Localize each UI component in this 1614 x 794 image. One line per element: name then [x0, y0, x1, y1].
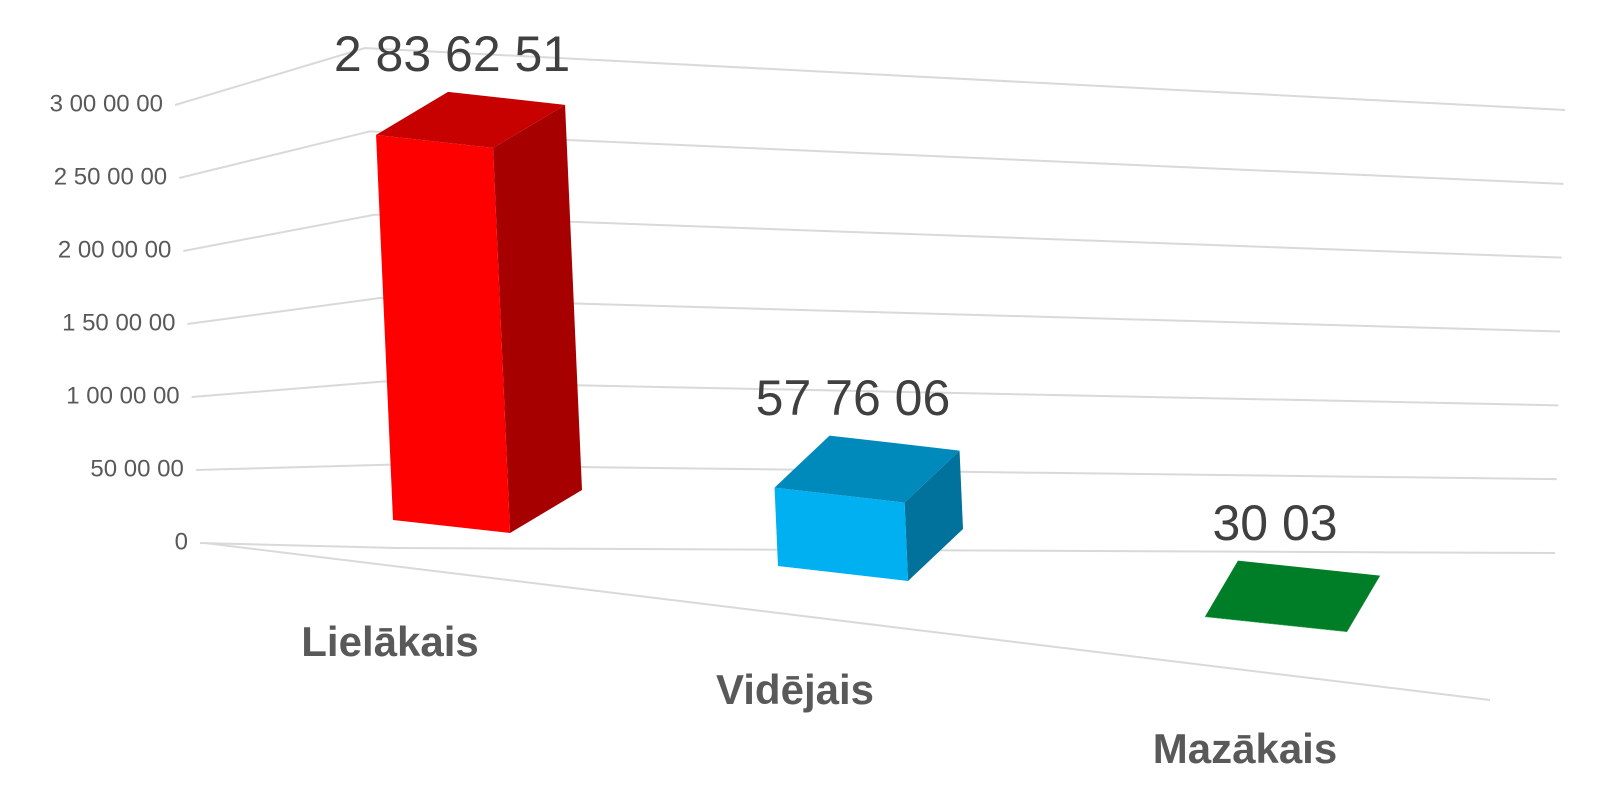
y-tick-label: 3 00 00 00 — [50, 90, 163, 117]
y-tick-label: 2 50 00 00 — [54, 163, 167, 190]
bar-top — [376, 91, 566, 148]
y-tick-label: 2 00 00 00 — [58, 236, 171, 263]
grid-line — [183, 213, 1562, 259]
grid-line — [195, 463, 1557, 481]
bar-side — [904, 450, 963, 581]
bar-front — [1204, 616, 1347, 632]
bar-side — [493, 104, 582, 534]
bar-front — [774, 487, 908, 581]
grid-line — [178, 130, 1564, 185]
y-tick-label: 1 50 00 00 — [62, 309, 175, 336]
bar-top — [1204, 560, 1380, 632]
grid-line — [187, 296, 1561, 333]
bar-top — [774, 435, 960, 503]
grid-line — [174, 46, 1566, 111]
x-tick-label: Mazākais — [1153, 725, 1337, 772]
y-tick-label: 1 00 00 00 — [66, 382, 179, 409]
value-label: 2 83 62 51 — [334, 26, 570, 82]
floor-edge — [204, 542, 1491, 701]
value-label: 57 76 06 — [756, 370, 951, 426]
bar-side — [1346, 575, 1380, 632]
value-label: 30 03 — [1212, 495, 1337, 551]
x-tick-label: Lielākais — [301, 618, 478, 665]
bar-front — [376, 134, 510, 533]
grid-line — [191, 380, 1559, 407]
x-tick-label: Vidējais — [716, 666, 874, 713]
y-tick-label: 50 00 00 — [90, 455, 183, 482]
y-tick-label: 0 — [175, 528, 188, 555]
grid-line — [199, 542, 1556, 554]
